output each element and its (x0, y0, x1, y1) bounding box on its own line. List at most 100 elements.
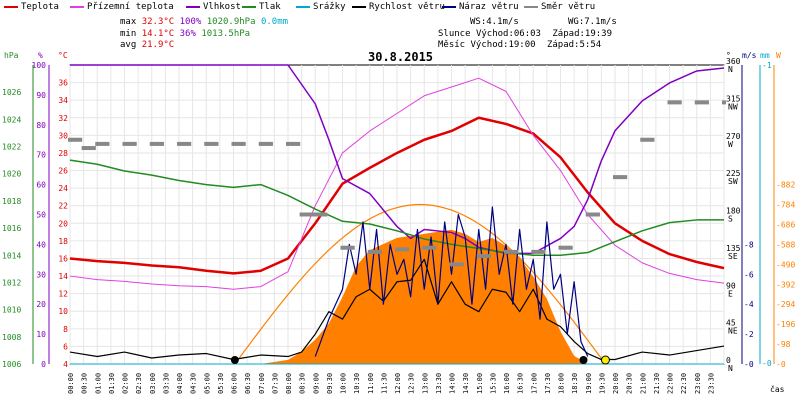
axes: hPa% °C1006100810101012101410161018102010… (2, 51, 795, 394)
legend-swatch (4, 5, 18, 8)
tick-hpa: 1014 (2, 251, 21, 260)
legend-label: Směr větru (541, 2, 596, 12)
wind-direction-point (125, 141, 130, 146)
x-tick: 05:00 (203, 373, 211, 394)
wind-direction-point (78, 137, 83, 142)
tick-c: 18 (58, 237, 68, 246)
wind-direction-point (292, 141, 297, 146)
tick-dir-letter: NE (728, 327, 738, 336)
moonrise-marker (579, 356, 588, 364)
tick-c: 4 (63, 360, 68, 369)
tick-dir: 135 (726, 244, 741, 253)
wind-direction-point (187, 141, 192, 146)
wind-direction-point (568, 245, 573, 250)
wind-direction-point (395, 247, 399, 252)
tick-c: 22 (58, 202, 68, 211)
wind-direction-point (613, 175, 617, 180)
tick-c: 14 (58, 272, 68, 281)
tick-ms: -2 (744, 330, 754, 339)
tick-dir-letter: S (728, 215, 733, 224)
x-tick: 18:00 (558, 373, 566, 394)
wind-direction-point (340, 245, 345, 250)
tick-w: -294 (776, 300, 795, 309)
wind-direction-point (643, 137, 648, 142)
tick-hpa: 1022 (2, 143, 21, 152)
wind-direction-point (452, 262, 457, 267)
wind-direction-point (459, 262, 464, 267)
wind-direction-point (238, 141, 243, 146)
wind-direction-point (398, 247, 403, 252)
wind-direction-point (429, 245, 434, 250)
wind-direction-points (68, 100, 726, 267)
stat-wind-gust: WG:7.1m/s (568, 17, 617, 27)
wind-direction-point (401, 247, 406, 252)
x-tick: 20:00 (612, 373, 620, 394)
tick-dir-letter: N (728, 65, 733, 74)
x-tick: 01:00 (94, 373, 102, 394)
x-tick: 13:30 (435, 373, 443, 394)
wind-direction-point (296, 141, 301, 146)
legend-swatch (352, 5, 366, 8)
wind-direction-point (241, 141, 246, 146)
axis-title-hpa: hPa (4, 51, 19, 60)
wind-direction-point (180, 141, 185, 146)
legend: Teplota Přízemní teplota Vlhkost Tlak Srážky… (0, 0, 800, 14)
wind-direction-point (268, 141, 273, 146)
wind-direction-point (510, 249, 515, 254)
moonset: Západ:5:54 (546, 40, 602, 50)
tick-pct: 40 (36, 240, 46, 249)
x-tick: 08:30 (299, 373, 307, 394)
axis-title-mm: mm (760, 51, 770, 60)
wind-direction-point (650, 137, 655, 142)
x-tick: 04:00 (176, 373, 184, 394)
tick-pct: 80 (36, 121, 46, 130)
tick-c: 10 (58, 307, 68, 316)
tick-c: 32 (58, 114, 68, 123)
tick-pct: 50 (36, 211, 46, 220)
stat-min-temp: 14.1°C (141, 29, 175, 39)
wind-direction-point (694, 100, 699, 105)
wind-direction-point (313, 212, 318, 217)
wind-direction-point (704, 100, 709, 105)
stat-max-label: max (120, 17, 137, 27)
solar-area (238, 229, 588, 364)
wind-direction-point (483, 254, 488, 259)
x-tick: 14:30 (462, 373, 470, 394)
wind-direction-point (449, 262, 454, 267)
legend-swatch (442, 5, 456, 8)
x-tick: 03:00 (149, 373, 157, 394)
x-tick: 22:30 (680, 373, 688, 394)
tick-dir: 0 (726, 356, 731, 365)
tick-dir-letter: SW (728, 177, 738, 186)
legend-swatch (242, 5, 256, 8)
x-tick: 15:00 (476, 373, 484, 394)
wind-direction-point (558, 245, 563, 250)
wind-direction-point (531, 249, 536, 254)
wind-direction-point (561, 245, 566, 250)
wind-direction-point (68, 137, 72, 142)
tick-c: 20 (58, 219, 68, 228)
stat-max-press: 1020.9hPa (206, 17, 256, 27)
tick-hpa: 1006 (2, 360, 21, 369)
x-tick: 17:00 (530, 373, 538, 394)
series-lines (68, 64, 726, 365)
x-tick: 05:30 (217, 373, 225, 394)
tick-dir-letter: SE (728, 252, 738, 261)
tick-ms: -4 (744, 300, 754, 309)
wind-direction-point (616, 175, 621, 180)
x-tick: 02:30 (135, 373, 143, 394)
x-tick: 19:30 (598, 373, 606, 394)
wind-direction-point (476, 254, 481, 259)
tick-w: -686 (776, 220, 795, 229)
legend-label: Tlak (259, 2, 281, 12)
x-tick: 11:00 (367, 373, 375, 394)
legend-item: Směr větru (524, 2, 595, 12)
wind-direction-point (514, 249, 519, 254)
wind-direction-point (486, 254, 491, 259)
tick-pct: 0 (41, 360, 46, 369)
stat-min-press: 1013.5hPa (201, 29, 251, 39)
x-tick: 10:00 (340, 373, 348, 394)
wind-direction-point (122, 141, 127, 146)
x-tick: 10:30 (353, 373, 361, 394)
axis-title-pct: % (38, 51, 43, 60)
